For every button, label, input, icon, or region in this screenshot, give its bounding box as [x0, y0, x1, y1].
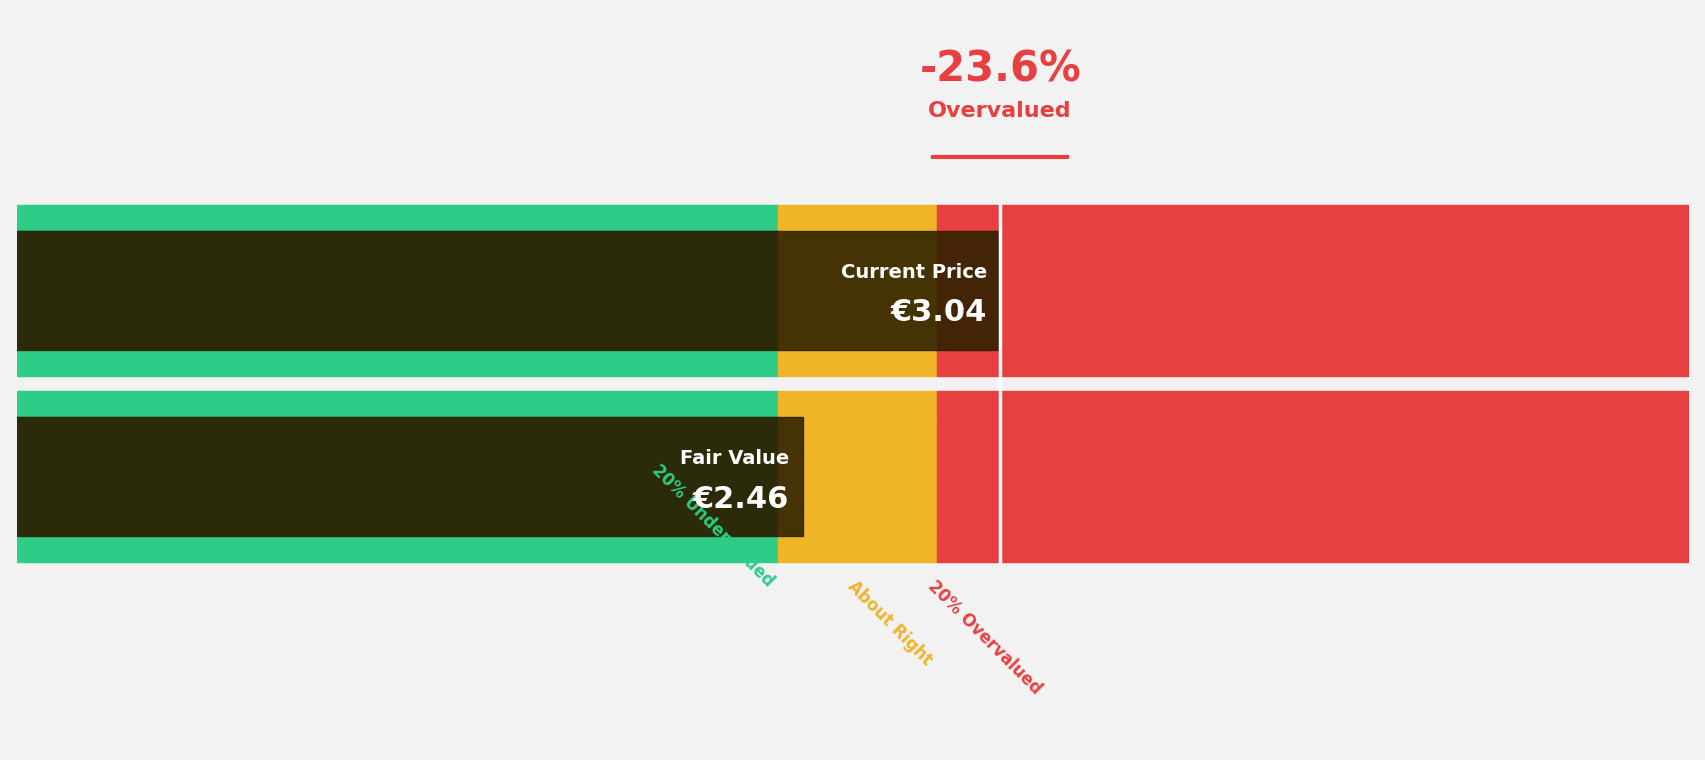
Bar — [777, 350, 936, 376]
Bar — [777, 205, 936, 231]
Bar — [17, 231, 999, 350]
Bar — [17, 231, 777, 350]
Text: 20% Overvalued: 20% Overvalued — [924, 578, 1043, 698]
Bar — [777, 417, 936, 537]
Text: Fair Value: Fair Value — [680, 448, 789, 467]
Text: €3.04: €3.04 — [890, 299, 985, 328]
Bar — [777, 537, 936, 562]
Bar — [777, 391, 936, 417]
Text: Overvalued: Overvalued — [928, 101, 1071, 121]
Bar — [936, 350, 1688, 376]
Bar — [936, 417, 1688, 537]
Bar — [936, 205, 1688, 231]
Bar — [777, 231, 936, 350]
Bar — [17, 205, 777, 231]
Bar — [936, 391, 1688, 417]
Text: 20% Undervalued: 20% Undervalued — [648, 461, 777, 590]
Bar — [936, 537, 1688, 562]
Bar — [17, 537, 777, 562]
Bar — [936, 231, 1688, 350]
Bar — [17, 350, 777, 376]
Bar — [17, 417, 777, 537]
Text: -23.6%: -23.6% — [919, 49, 1081, 90]
Bar — [17, 391, 777, 417]
Bar — [17, 417, 803, 537]
Text: €2.46: €2.46 — [692, 485, 789, 514]
Text: About Right: About Right — [844, 578, 936, 669]
Text: Current Price: Current Price — [841, 262, 985, 281]
